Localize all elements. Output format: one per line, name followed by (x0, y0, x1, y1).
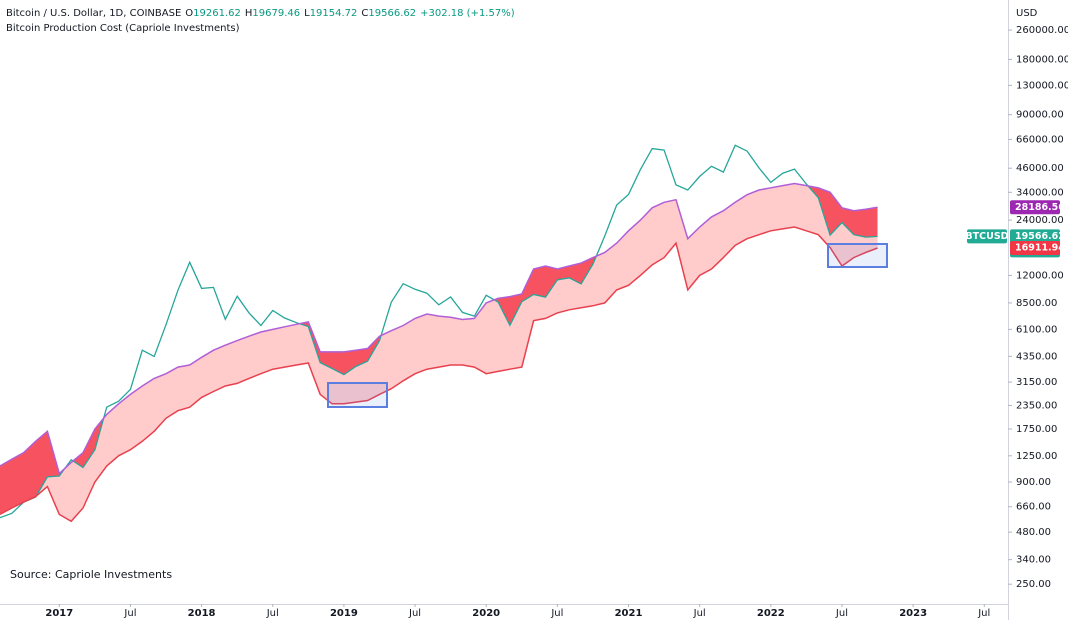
price-line (0, 144, 878, 519)
x-tick-label: 2023 (899, 608, 927, 619)
y-tick-label: 12000.00 (1016, 270, 1064, 281)
x-tick-label: 2018 (188, 608, 216, 619)
ohlc-value: 19566.62 (368, 8, 416, 19)
ohlc-value: 19679.46 (252, 8, 300, 19)
x-tick-label: Jul (123, 608, 136, 619)
y-tick-label: 1750.00 (1016, 424, 1057, 435)
ohlc-label: O (185, 8, 193, 19)
x-tick-label: Jul (693, 608, 706, 619)
x-tick-label: 2022 (757, 608, 785, 619)
y-tick-label: 260000.00 (1016, 25, 1068, 36)
y-tick-label: 46000.00 (1016, 163, 1064, 174)
y-tick-label: 90000.00 (1016, 110, 1064, 121)
cost-band-fill (0, 183, 878, 522)
ohlc-label: L (304, 8, 310, 19)
ohlc-label: C (361, 8, 368, 19)
x-tick-label: 2021 (615, 608, 643, 619)
y-tick-label: 4350.00 (1016, 351, 1057, 362)
lower-tag: 16911.94 (1015, 243, 1065, 254)
upper-tag-bg (1010, 200, 1060, 215)
y-tick-label: 3150.00 (1016, 377, 1057, 388)
highlight-box (327, 382, 388, 408)
x-tick-label: 2019 (330, 608, 358, 619)
y-tick-label: 250.00 (1016, 579, 1051, 590)
y-tick-label: 480.00 (1016, 527, 1051, 538)
x-tick-label: Jul (977, 608, 990, 619)
x-tick-label: Jul (408, 608, 421, 619)
x-tick-label: Jul (266, 608, 279, 619)
symbol-tag-bg (967, 229, 1007, 244)
highlight-box (827, 243, 888, 268)
y-tick-label: 8500.00 (1016, 298, 1057, 309)
plot-area (0, 144, 878, 523)
y-tick-label: 2350.00 (1016, 400, 1057, 411)
chart-header: Bitcoin / U.S. Dollar, 1D, COINBASE O1926… (6, 8, 515, 19)
x-tick-label: Jul (550, 608, 563, 619)
y-tick-label: 660.00 (1016, 502, 1051, 513)
y-tick-label: 34000.00 (1016, 187, 1064, 198)
x-tick-label: 2017 (45, 608, 73, 619)
source-note: Source: Capriole Investments (10, 568, 172, 581)
header-title: Bitcoin / U.S. Dollar, 1D, COINBASE (6, 8, 181, 19)
change: +302.18 (+1.57%) (420, 8, 515, 19)
indicator-title: Bitcoin Production Cost (Capriole Invest… (6, 23, 240, 34)
x-tick-label: 2020 (472, 608, 500, 619)
price-tag: 19566.62 (1015, 231, 1065, 242)
y-axis-label: USD (1016, 8, 1038, 19)
upper-tag: 28186.56 (1015, 202, 1065, 213)
ohlc-value: 19154.72 (310, 8, 358, 19)
cost-line (0, 226, 878, 523)
y-tick-label: 24000.00 (1016, 215, 1064, 226)
ohlc-label: H (245, 8, 253, 19)
y-tick-label: 130000.00 (1016, 80, 1068, 91)
y-tick-label: 900.00 (1016, 477, 1051, 488)
y-tick-label: 180000.00 (1016, 54, 1068, 65)
cost-line (0, 182, 878, 475)
ohlc-value: 19261.62 (193, 8, 241, 19)
y-tick-label: 66000.00 (1016, 134, 1064, 145)
y-tick-label: 1250.00 (1016, 451, 1057, 462)
y-tick-label: 340.00 (1016, 555, 1051, 566)
lower-tag-bg (1010, 241, 1060, 256)
symbol-tag: BTCUSD (965, 231, 1008, 242)
y-tick-label: 6100.00 (1016, 324, 1057, 335)
x-tick-label: Jul (835, 608, 848, 619)
